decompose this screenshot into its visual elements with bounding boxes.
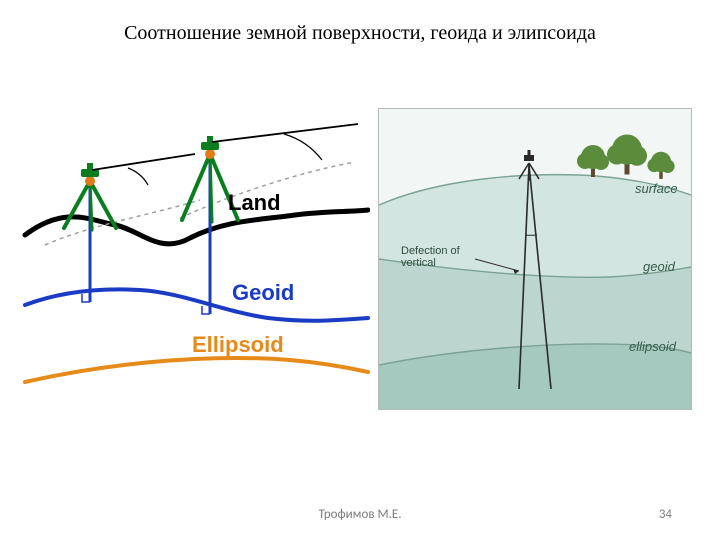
page-title: Соотношение земной поверхности, геоида и… <box>0 22 720 45</box>
diagram-right: surface geoid ellipsoid Defection ofvert… <box>378 108 692 410</box>
label-surface: surface <box>635 181 678 196</box>
left-svg <box>20 120 370 400</box>
label-ellipsoid: Ellipsoid <box>192 332 284 358</box>
label-deflection: Defection ofvertical <box>401 245 460 269</box>
page-number: 34 <box>659 507 672 522</box>
label-land: Land <box>228 190 281 216</box>
footer-author: Трофимов М.Е. <box>0 507 720 522</box>
diagram-left: Land Geoid Ellipsoid <box>20 120 370 400</box>
label-geoid-right: geoid <box>643 259 675 274</box>
label-geoid: Geoid <box>232 280 294 306</box>
label-ellipsoid-right: ellipsoid <box>629 339 676 354</box>
